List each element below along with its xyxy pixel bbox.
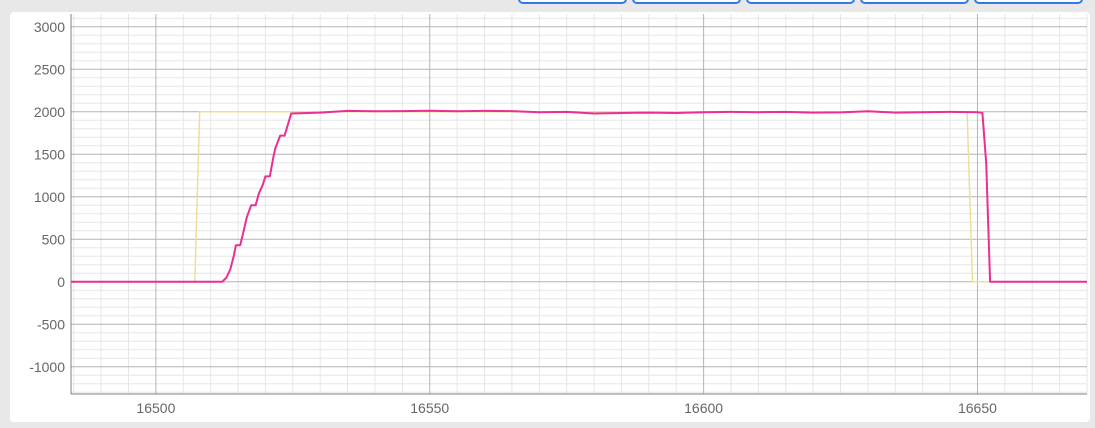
- y-tick-label-500: 500: [42, 231, 66, 247]
- toolbar-tab-4[interactable]: [860, 0, 969, 4]
- x-tick-label-16650: 16650: [958, 400, 997, 416]
- y-tick-label-2000: 2000: [34, 104, 65, 120]
- chart-panel: 16500 16550 16600 16650 -1000 -500 0 500 1000 150…: [10, 12, 1090, 422]
- y-tick-label-0: 0: [57, 274, 65, 290]
- y-tick-label-3000: 3000: [34, 19, 65, 35]
- x-tick-label-16550: 16550: [410, 400, 449, 416]
- toolbar-tab-5[interactable]: [974, 0, 1083, 4]
- x-tick-label-16500: 16500: [136, 400, 175, 416]
- y-tick-label-1500: 1500: [34, 146, 65, 162]
- toolbar-tab-2[interactable]: [632, 0, 741, 4]
- y-tick-label--1000: -1000: [29, 359, 65, 375]
- toolbar-tab-1[interactable]: [518, 0, 627, 4]
- series-line-2: [71, 109, 1087, 283]
- y-tick-label-1000: 1000: [34, 189, 65, 205]
- line-chart: 16500 16550 16600 16650 -1000 -500 0 500 1000 150…: [29, 14, 1088, 416]
- toolbar-tabs: [518, 0, 1083, 4]
- toolbar-tab-3[interactable]: [746, 0, 855, 4]
- y-tick-label-2500: 2500: [34, 61, 65, 77]
- y-tick-label--500: -500: [37, 316, 65, 332]
- x-tick-label-16600: 16600: [684, 400, 723, 416]
